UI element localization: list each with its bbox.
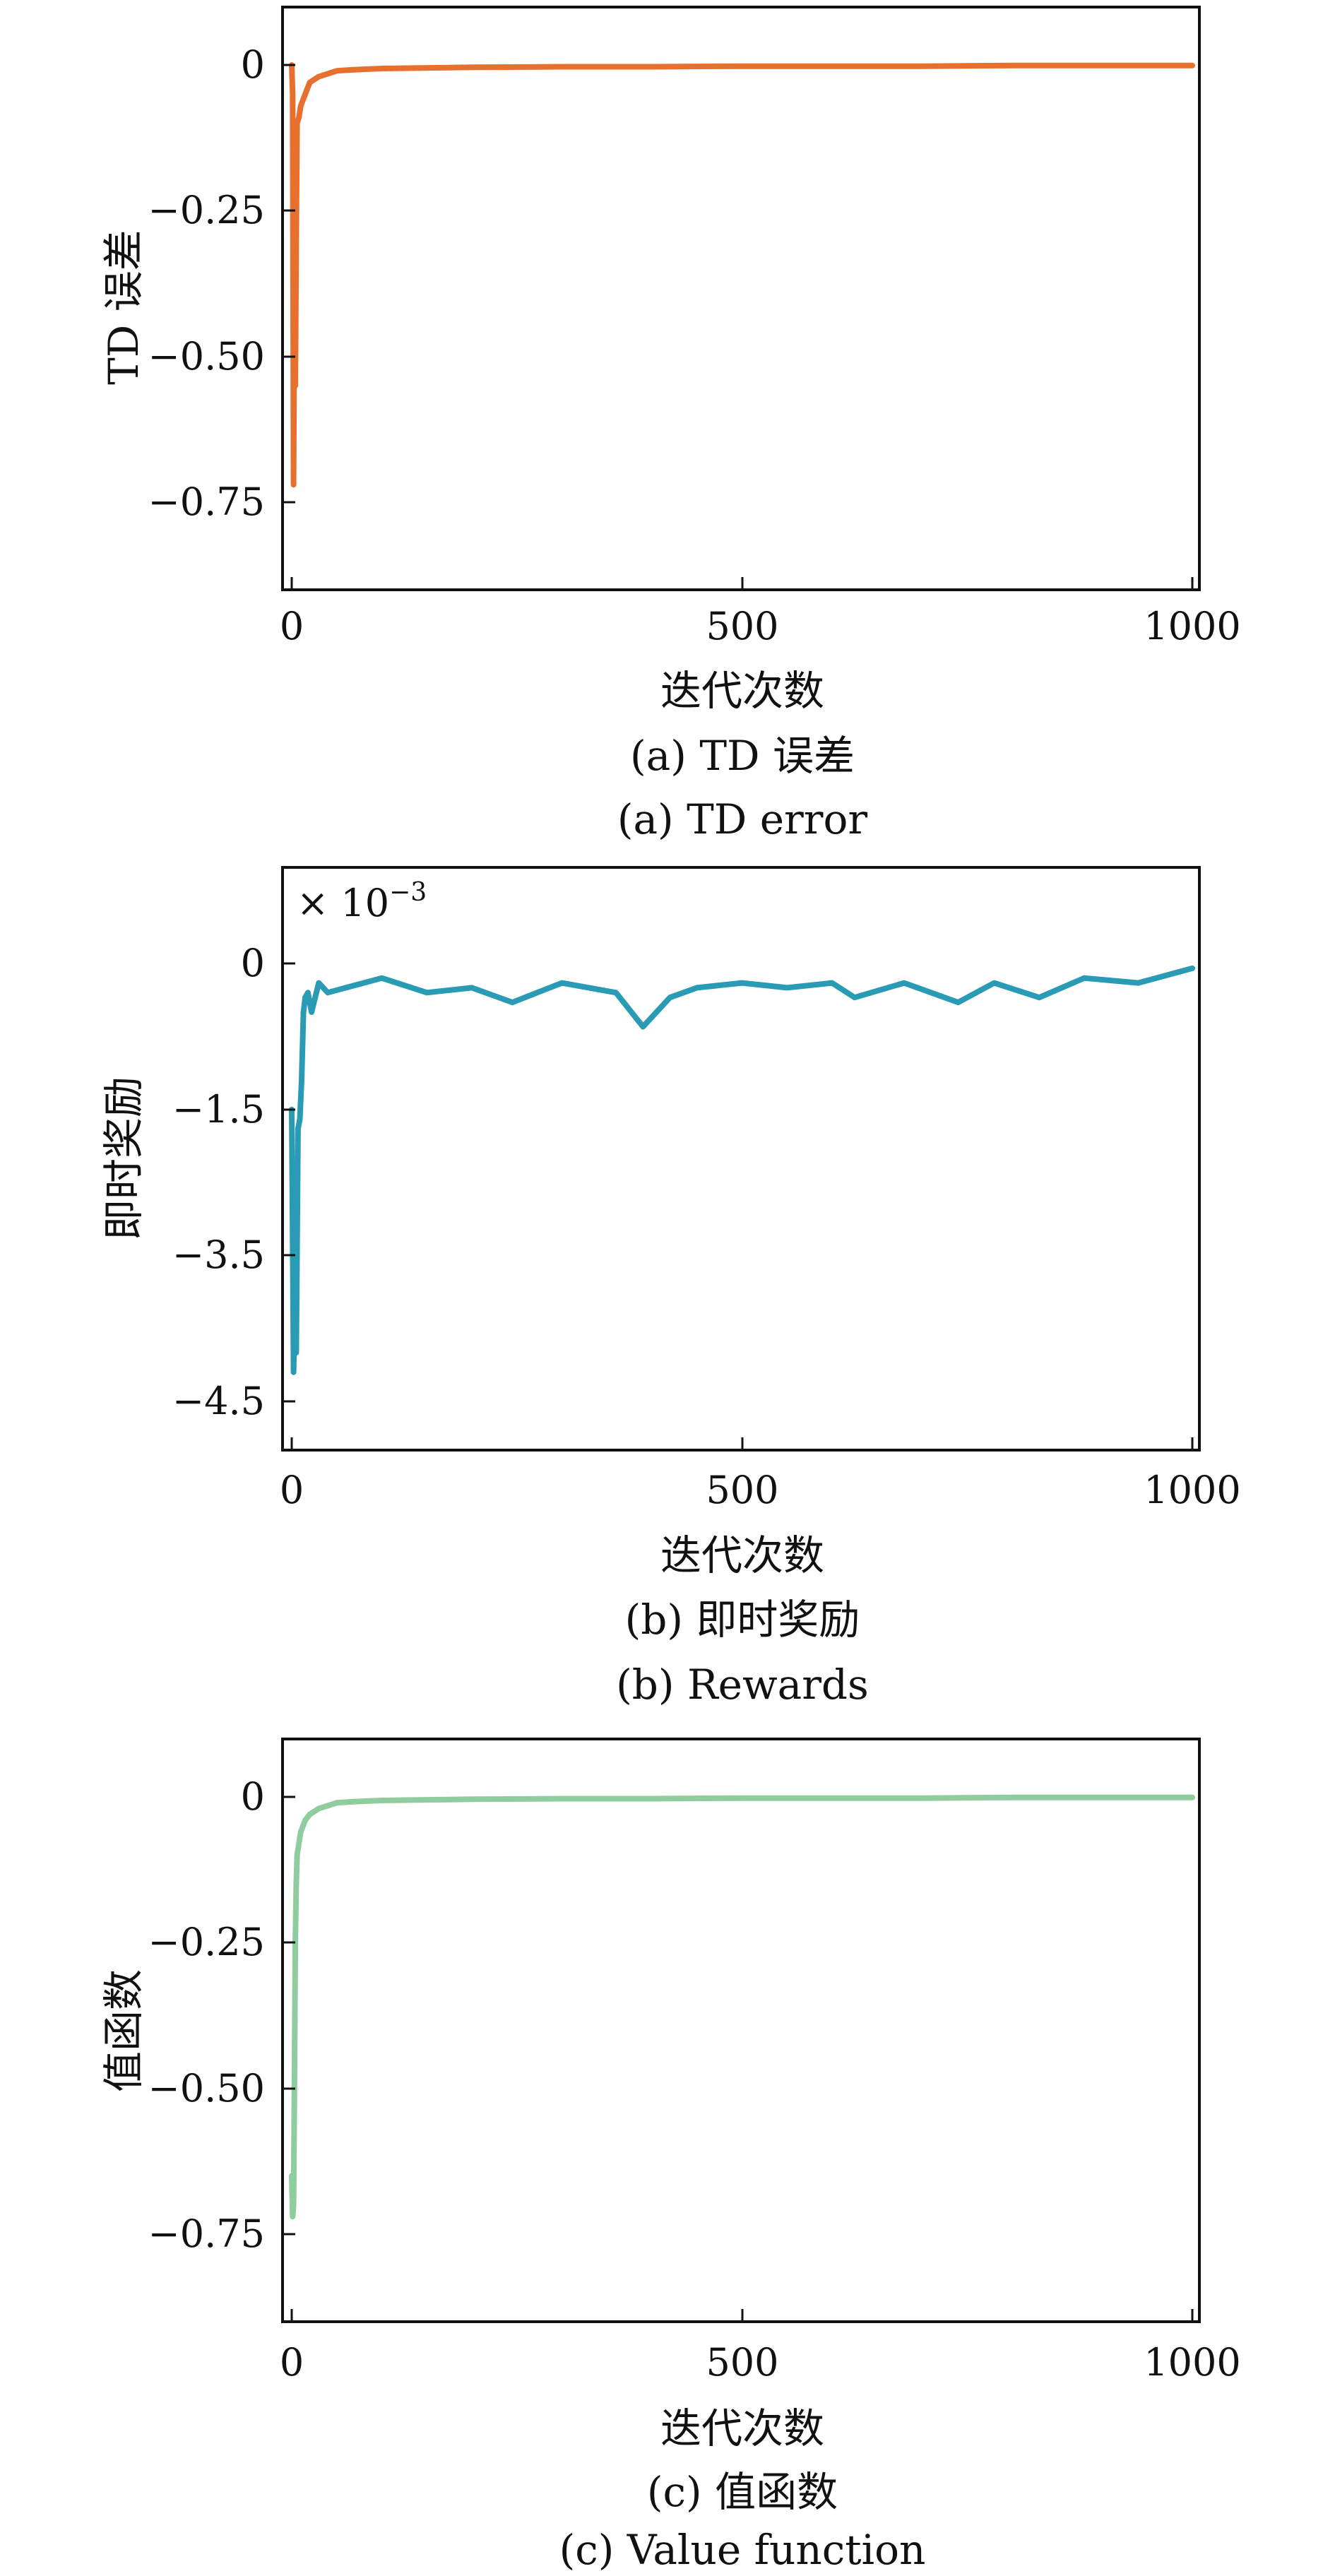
y-axis-title: 即时奖励 xyxy=(100,1076,148,1240)
series-line xyxy=(289,1794,1195,2220)
y-tick-label: 0 xyxy=(241,1774,265,1819)
y-tick-label: −0.75 xyxy=(148,480,265,524)
x-axis-title: 迭代次数 xyxy=(660,667,824,715)
x-tick-label: 0 xyxy=(280,2340,304,2385)
plot-frame xyxy=(281,6,1201,591)
panel-caption-en: (b) Rewards xyxy=(616,1661,869,1709)
x-tick-label: 1000 xyxy=(1144,604,1240,648)
x-tick-label: 500 xyxy=(706,1468,778,1512)
series-line xyxy=(289,965,1195,1375)
series-line xyxy=(289,62,1195,488)
y-tick-label: −4.5 xyxy=(172,1379,265,1423)
panel-caption-cn: (b) 即时奖励 xyxy=(625,1596,860,1644)
panel-a: 0 500 1000 0 −0.25 −0.50 −0.75 TD 误差 迭代次… xyxy=(100,6,1241,843)
y-tick-label: −0.75 xyxy=(148,2212,265,2256)
x-tick-label: 500 xyxy=(706,604,778,648)
plot-frame xyxy=(281,1738,1201,2323)
y-tick-label: 0 xyxy=(241,42,265,87)
y-tick-label: −3.5 xyxy=(172,1233,265,1277)
scale-note: × 10−3 xyxy=(297,878,427,925)
y-axis-title: TD 误差 xyxy=(100,230,148,385)
panel-c: 0 500 1000 0 −0.25 −0.50 −0.75 值函数 迭代次数 … xyxy=(100,1738,1241,2574)
y-tick-label: −0.50 xyxy=(148,2066,265,2111)
y-tick-label: −0.25 xyxy=(148,188,265,232)
y-tick-label: −1.5 xyxy=(172,1087,265,1132)
y-tick-label: 0 xyxy=(241,941,265,985)
x-tick-label: 500 xyxy=(706,2340,778,2385)
y-tick-label: −0.25 xyxy=(148,1920,265,1964)
x-tick-label: 0 xyxy=(280,604,304,648)
panel-b: × 10−3 0 500 1000 0 −1.5 −3.5 −4.5 即时奖励 … xyxy=(100,866,1241,1709)
plot-frame xyxy=(281,866,1201,1452)
y-axis-title: 值函数 xyxy=(100,1969,148,2092)
panel-caption-en: (c) Value function xyxy=(559,2526,926,2574)
x-axis-title: 迭代次数 xyxy=(660,2404,824,2452)
x-axis-title: 迭代次数 xyxy=(660,1531,824,1579)
x-tick-label: 0 xyxy=(280,1468,304,1512)
panel-caption-cn: (a) TD 误差 xyxy=(630,732,855,780)
y-tick-label: −0.50 xyxy=(148,334,265,379)
x-tick-label: 1000 xyxy=(1144,1468,1240,1512)
x-tick-label: 1000 xyxy=(1144,2340,1240,2385)
panel-caption-en: (a) TD error xyxy=(617,795,868,843)
panel-caption-cn: (c) 值函数 xyxy=(647,2468,838,2516)
